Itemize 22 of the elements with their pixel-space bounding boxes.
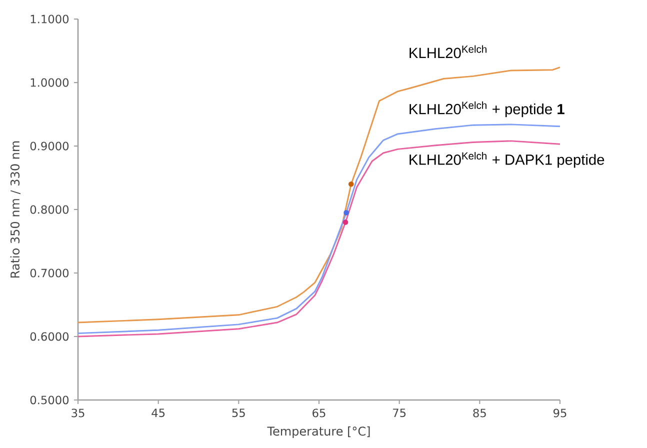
x-tick-label: 95: [553, 408, 566, 418]
y-tick-label: 1.0000: [30, 78, 69, 87]
y-tick-label: 1.1000: [30, 14, 69, 24]
x-axis-title: Temperature [°C]: [267, 426, 370, 438]
y-tick-label: 0.7000: [30, 268, 69, 278]
series-label: KLHL20$^{Kelch}$ + peptide 1: [410, 101, 564, 118]
point: [348, 181, 354, 187]
x-tick-label: 45: [152, 408, 165, 418]
y-tick-label: 0.8000: [30, 205, 69, 214]
y-tick-label: 0.9000: [30, 142, 69, 150]
y-tick-label: 0.5000: [30, 396, 69, 404]
x-tick-label: 75: [393, 408, 406, 418]
point: [342, 220, 348, 225]
y-tick-label: 0.6000: [30, 332, 69, 341]
point: [344, 210, 349, 216]
series-label: KLHL20$^{Kelch}$ + DAPK1 peptide: [410, 152, 604, 168]
y-axis-title: Ratio 350 nm / 330 nm: [10, 141, 20, 278]
x-tick-label: 35: [72, 408, 84, 418]
x-tick-label: 55: [232, 408, 245, 418]
series-label: KLHL20$^{Kelch}$: [410, 45, 486, 58]
x-tick-label: 85: [473, 408, 486, 418]
x-tick-label: 65: [312, 408, 326, 418]
